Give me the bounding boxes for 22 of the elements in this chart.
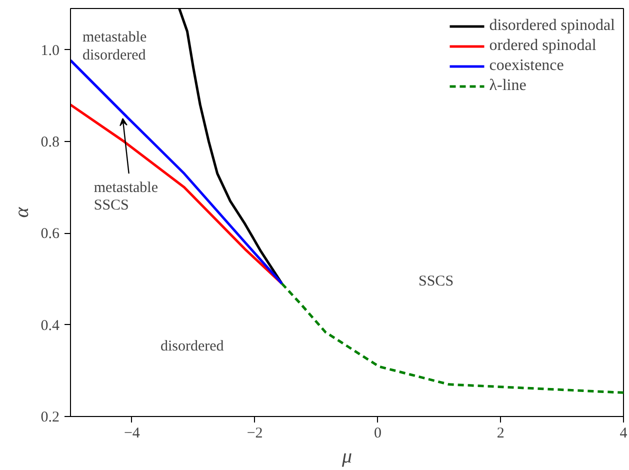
y-tick-label: 0.2 <box>40 410 60 426</box>
line-series <box>70 59 284 285</box>
annotation: disordered <box>160 338 224 354</box>
legend-label: ordered spinodal <box>489 37 596 55</box>
line-series <box>70 104 284 285</box>
annotation: SSCS <box>418 274 454 290</box>
y-tick-label: 0.4 <box>40 318 60 334</box>
y-axis-title: α <box>10 206 33 218</box>
y-tick-label: 0.8 <box>40 134 60 150</box>
x-tick-label: −4 <box>124 426 140 442</box>
legend-label: λ-line <box>489 77 526 95</box>
x-axis-title: μ <box>340 446 352 468</box>
legend-label: disordered spinodal <box>489 17 615 35</box>
annotation: metastable disordered <box>82 30 147 64</box>
annotation: metastable SSCS <box>94 180 158 214</box>
x-tick-label: 4 <box>620 426 628 442</box>
y-tick-label: 0.6 <box>40 226 60 242</box>
y-tick-label: 1.0 <box>40 42 60 59</box>
x-tick-label: 2 <box>496 426 504 442</box>
x-tick-label: 0 <box>374 426 382 442</box>
legend-label: coexistence <box>489 57 564 75</box>
x-tick-label: −2 <box>246 426 263 442</box>
